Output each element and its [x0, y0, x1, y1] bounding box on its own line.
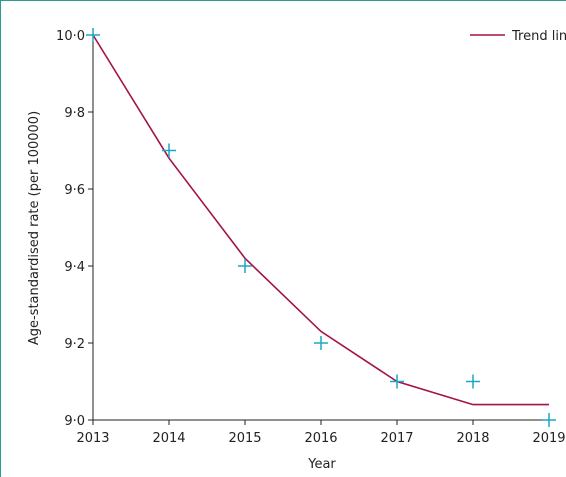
x-tick-label: 2014	[152, 431, 185, 446]
x-tick-label: 2013	[76, 431, 109, 446]
data-point-marker	[162, 143, 176, 158]
x-tick-label: 2019	[532, 431, 565, 446]
x-axis-ticks: 2013 2014 2015 2016 2017 2018 2019	[76, 420, 566, 446]
x-tick-label: 2018	[456, 431, 489, 446]
data-point-marker	[314, 336, 328, 350]
data-point-marker	[238, 259, 252, 273]
y-tick-label: 10·0	[56, 29, 85, 44]
data-point-marker	[542, 413, 556, 427]
y-tick-label: 9·4	[64, 260, 85, 275]
y-axis-ticks: 9·0 9·2 9·4 9·6 9·8 10·0	[56, 29, 93, 429]
legend-label-trend-line: Trend line	[511, 29, 566, 44]
x-tick-label: 2017	[380, 431, 413, 446]
trend-line	[92, 34, 549, 406]
legend: Trend line	[470, 29, 566, 44]
x-tick-label: 2016	[304, 431, 337, 446]
series-layer	[86, 28, 556, 427]
x-axis-title: Year	[307, 457, 336, 472]
y-tick-label: 9·8	[64, 106, 85, 121]
data-point-marker	[466, 374, 480, 389]
data-point-marker	[86, 28, 100, 42]
axes	[92, 29, 551, 421]
y-tick-label: 9·0	[64, 414, 85, 429]
x-tick-label: 2015	[228, 431, 261, 446]
y-tick-label: 9·2	[64, 337, 85, 352]
y-axis-title: Age-standardised rate (per 100000)	[27, 111, 42, 345]
data-point-marker	[390, 374, 404, 389]
y-tick-label: 9·6	[64, 183, 85, 198]
